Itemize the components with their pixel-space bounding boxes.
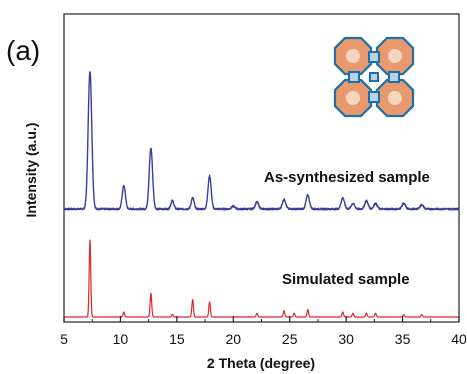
- x-tick-label: 20: [225, 331, 241, 347]
- x-tick-label: 40: [451, 331, 467, 347]
- series-label-simulated: Simulated sample: [282, 271, 410, 288]
- x-tick-label: 25: [282, 331, 298, 347]
- x-tick-label: 5: [60, 331, 68, 347]
- series-line-simulated: [63, 239, 460, 318]
- framework-structure-inset: [333, 36, 415, 118]
- series-line-as-synthesized: [63, 71, 460, 211]
- x-tick-label: 15: [169, 331, 185, 347]
- y-axis-label: Intensity (a.u.): [23, 123, 39, 218]
- series-label-as-synthesized: As-synthesized sample: [264, 169, 430, 186]
- x-tick-label: 30: [338, 331, 354, 347]
- x-tick-label: 10: [113, 331, 129, 347]
- x-tick-label: 35: [395, 331, 411, 347]
- x-axis-ticks: 5 10 15 20 25 30 35 40: [60, 316, 467, 347]
- panel-label: (a): [6, 35, 40, 66]
- x-axis-label: 2 Theta (degree): [207, 355, 315, 371]
